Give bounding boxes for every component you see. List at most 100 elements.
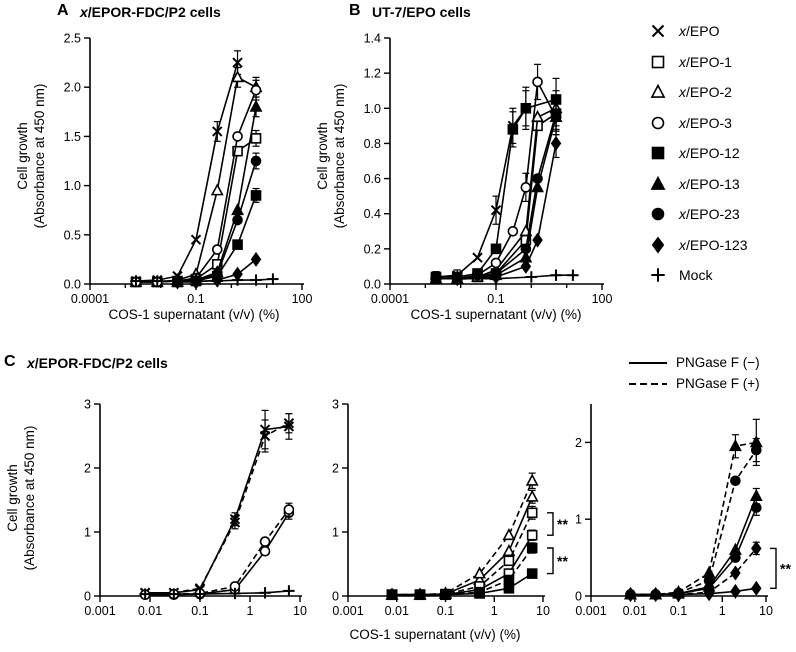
panel-c2-plot: 0.001 0.01 0.1 1 10 0 1 2 3 ** ** [332,398,568,619]
series-x-epo-pngase-minus [139,409,295,599]
svg-text:0: 0 [84,590,91,604]
series-x-epo-13-pngase-plus [624,418,763,600]
significance-bracket: ** [547,512,568,536]
panel-a-label: A [57,2,69,19]
svg-text:1: 1 [84,526,91,540]
series-x-epo-pngase-plus [139,413,295,599]
svg-text:0.1: 0.1 [487,292,504,306]
legend-item-mock: Mock [646,260,747,291]
panel-b-title: UT-7/EPO cells [372,4,471,20]
y-axis-ticks: 0 1 2 3 [332,398,348,604]
pngase-legend: PNGase F (−) PNGase F (+) [628,352,760,394]
panel-b-ylabel: Cell growth (Absorbance at 450 nm) [314,26,350,286]
panel-a-xlabel: COS-1 supernatant (v/v) (%) [108,307,280,322]
svg-text:0.1: 0.1 [187,292,204,306]
legend-marker-cross-open-icon [651,25,665,38]
svg-text:10: 10 [293,604,307,618]
legend-marker-square-filled-icon [651,146,665,160]
series-mock-pngase-minus [139,585,295,600]
svg-text:3: 3 [332,398,339,412]
svg-text:1.0: 1.0 [64,179,81,193]
pngase-legend-label: PNGase F (+) [676,376,760,391]
svg-text:0.2: 0.2 [364,242,381,256]
ylabel-line-2: (Absorbance at 450 nm) [332,83,347,229]
svg-text:2.0: 2.0 [64,81,81,95]
panel-b-label: B [349,2,361,19]
legend-item-label: x/EPO-2 [679,84,732,101]
legend-item-x-epo-1: x/EPO-1 [646,47,747,78]
legend-marker-diamond-filled-icon [651,236,665,254]
panel-a-title: x/EPOR-FDC/P2 cells [80,4,221,20]
axes [590,404,768,597]
panel-b-xlabel: COS-1 supernatant (v/v) (%) [410,307,582,322]
pngase-legend-item-minus: PNGase F (−) [628,352,760,373]
series-x-epo-3-pngase-plus [139,502,295,601]
svg-text:1: 1 [247,604,254,618]
svg-text:0.0001: 0.0001 [371,292,409,306]
svg-text:1.5: 1.5 [64,130,81,144]
x-axis-ticks: 0.001 0.01 0.1 1 10 [575,596,773,618]
series-mock [430,269,579,285]
svg-text:1: 1 [719,604,726,618]
pngase-legend-label: PNGase F (−) [676,355,760,370]
legend-marker-circle-filled-icon [651,207,665,221]
legend-item-label: Mock [679,267,713,284]
series-x-epo-23-pngase-minus [625,499,762,600]
svg-text:2: 2 [332,462,339,476]
legend-item-label: x/EPO-123 [679,236,748,253]
y-axis-ticks: 0 1 2 3 [84,398,100,604]
svg-text:1: 1 [332,526,339,540]
legend-item-x-epo-12: x/EPO-12 [646,138,747,169]
svg-text:0: 0 [332,590,339,604]
svg-text:10: 10 [759,604,773,618]
axes [347,404,545,597]
svg-text:3: 3 [84,398,91,412]
panel-c1-plot: 0.001 0.01 0.1 1 10 0 1 2 3 [84,398,307,619]
ylabel-line-2: (Absorbance at 450 nm) [22,425,37,571]
legend-item-x-epo: x/EPO [646,16,747,47]
series-x-epo [430,86,532,283]
svg-text:0.0: 0.0 [64,278,81,292]
panel-c-ylabel: Cell growth (Absorbance at 450 nm) [4,368,40,628]
pngase-legend-item-plus: PNGase F (+) [628,373,760,394]
legend-marker-square-open-icon [651,55,665,69]
svg-text:1: 1 [575,513,582,527]
legend-item-x-epo-2: x/EPO-2 [646,77,747,108]
ylabel-line-1: Cell growth [5,464,21,532]
svg-text:10: 10 [536,604,550,618]
solid-line-icon [629,361,667,364]
svg-text:0.6: 0.6 [364,172,381,186]
svg-text:0.01: 0.01 [385,604,409,618]
x-axis-ticks: 0.0001 0.1 100 [71,284,313,306]
svg-text:0.001: 0.001 [84,604,115,618]
legend-item-label: x/EPO [679,23,720,40]
legend-item-label: x/EPO-13 [679,175,740,192]
panel-c-title: x/EPOR-FDC/P2 cells [27,355,168,371]
series-x-epo-3 [130,79,262,288]
x-axis-ticks: 0.001 0.01 0.1 1 10 [332,596,550,618]
significance-bracket: ** [770,547,791,589]
panel-a-plot: 0.0001 0.1 100 0.0 0.5 1.0 1.5 2.0 2.5 [64,32,313,307]
legend-item-label: x/EPO-23 [679,206,740,223]
legend-item-label: x/EPO-12 [679,145,740,162]
legend-marker-plus-open-icon [651,268,665,282]
legend-item-x-epo-3: x/EPO-3 [646,108,747,139]
svg-text:0.01: 0.01 [623,604,647,618]
legend-marker-triangle-open-icon [650,84,666,99]
series-x-epo-123-pngase-plus [625,540,762,602]
y-axis-ticks: 0 1 2 [575,436,591,604]
legend-item-label: x/EPO-1 [679,53,732,70]
ylabel-line-1: Cell growth [315,122,331,190]
svg-text:0.1: 0.1 [437,604,454,618]
panel-c3-plot: 0.001 0.01 0.1 1 10 0 1 2 ** [575,404,791,618]
svg-text:0.0001: 0.0001 [71,292,109,306]
svg-text:0.001: 0.001 [332,604,363,618]
svg-text:1.4: 1.4 [364,32,381,46]
svg-text:0.1: 0.1 [670,604,687,618]
svg-text:100: 100 [292,292,313,306]
x-axis-ticks: 0.0001 0.1 100 [371,284,612,306]
svg-text:**: ** [557,553,568,569]
svg-text:2: 2 [575,436,582,450]
legend-marker-circle-open-icon [651,116,665,130]
